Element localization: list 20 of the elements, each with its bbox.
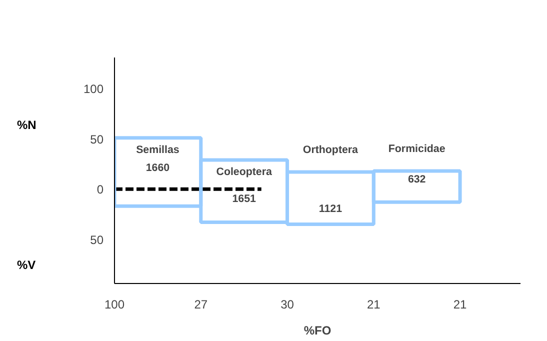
annotation: 1660 (146, 162, 170, 174)
y-tick-label: 50 (90, 232, 104, 247)
text: 30 (280, 298, 294, 312)
y-axis-title: %N (17, 117, 36, 134)
x-axis-title: %FO (304, 324, 332, 338)
text: 100 (104, 298, 125, 312)
annotation: 632 (408, 174, 426, 186)
text: %V (17, 257, 36, 274)
x-tick-label: Semillas (136, 144, 180, 156)
annotation: 1651 (232, 193, 256, 206)
x-tick-label: Formicidae (388, 142, 446, 155)
x-tick-label: Orthoptera (302, 144, 358, 156)
text: 27 (194, 298, 208, 312)
y-tick-label: 0 (96, 182, 104, 197)
x-tick-label: Coleoptera (216, 166, 272, 178)
y-tick-label: 50 (90, 132, 104, 146)
y-tick-label: 100 (83, 82, 104, 96)
annotation: 1121 (318, 203, 342, 216)
text: 21 (453, 298, 468, 312)
text: 21 (366, 298, 381, 312)
